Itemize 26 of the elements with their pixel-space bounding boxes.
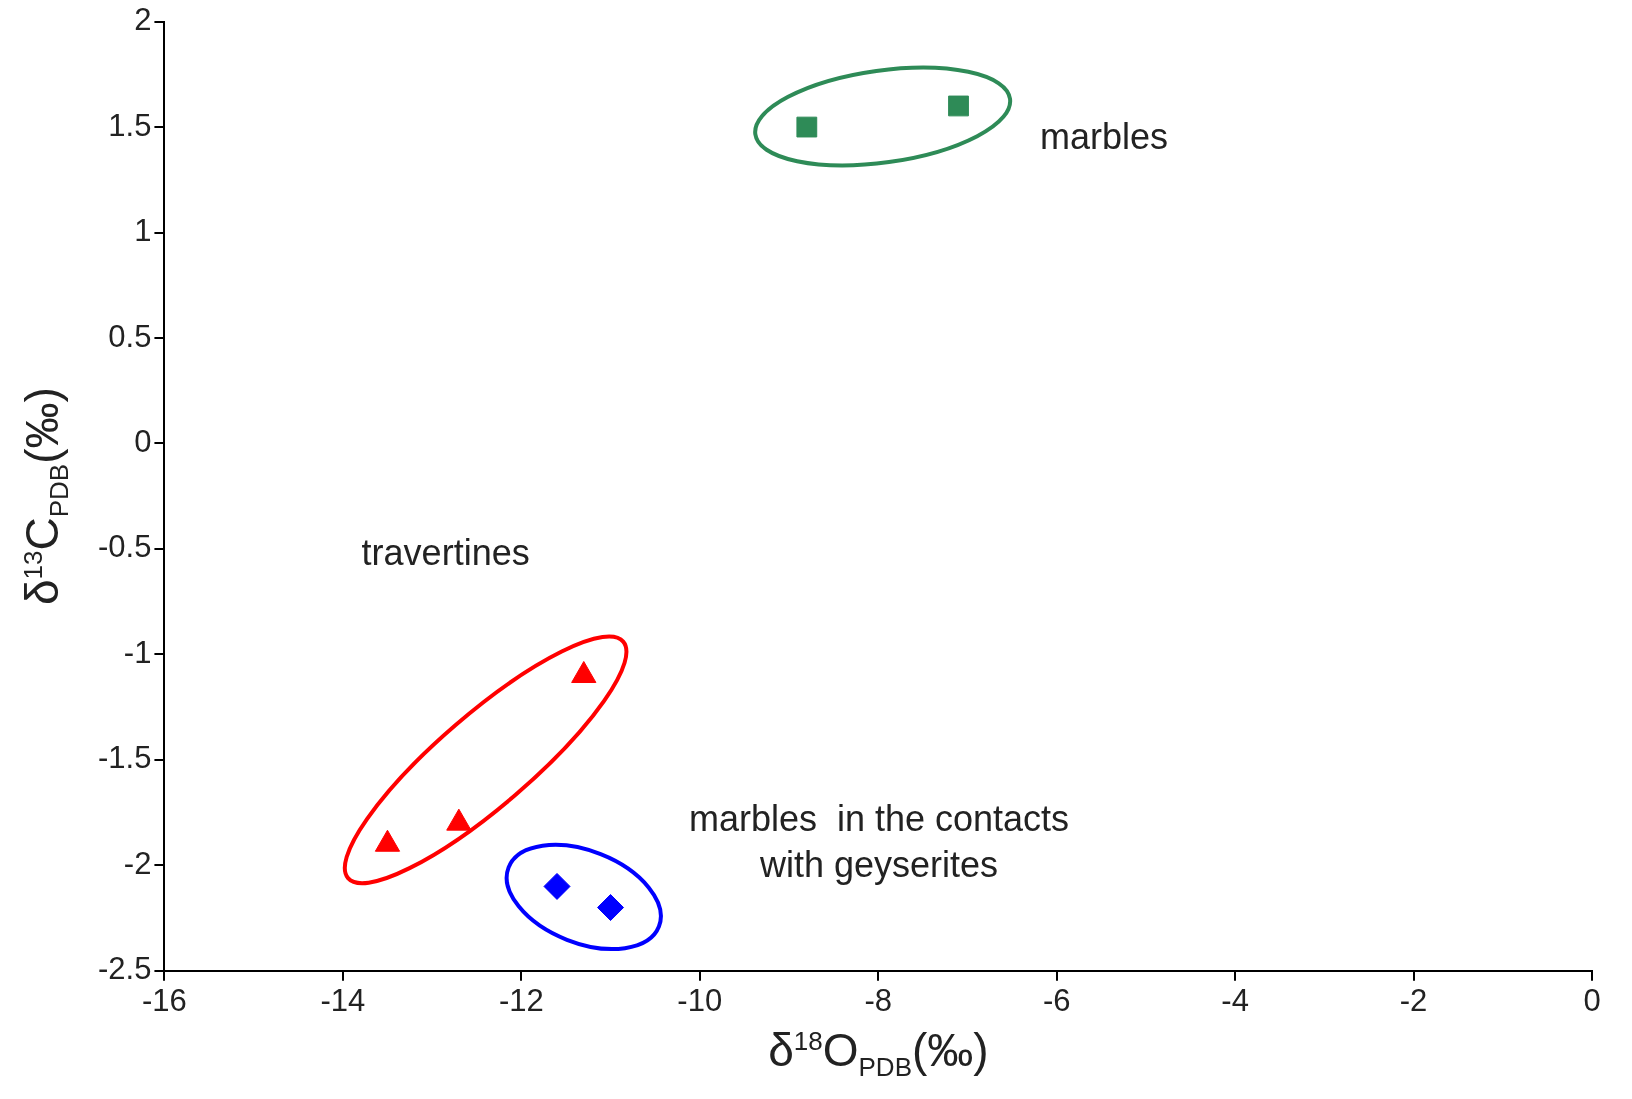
y-tick-label: -1.5	[98, 740, 152, 776]
series-label: marbles in the contacts with geyserites	[688, 796, 1070, 887]
x-axis-title: δ$^{18}$O$_{PDB}$(‰)	[768, 1022, 989, 1083]
y-tick-label: -2	[123, 845, 152, 881]
x-tick-label: -4	[1221, 982, 1249, 1018]
point	[948, 95, 969, 117]
series-label: marbles	[1040, 114, 1169, 159]
x-tick-label: 0	[1583, 982, 1601, 1018]
x-tick-label: -2	[1399, 982, 1428, 1018]
text: travertines	[361, 530, 530, 575]
y-tick-label: 0	[134, 424, 152, 460]
y-tick-label: 1.5	[108, 107, 152, 143]
y-tick-label: 2	[134, 2, 152, 38]
x-tick-label: -8	[864, 982, 892, 1018]
point	[446, 808, 472, 831]
x-tick-label: -12	[498, 982, 544, 1018]
y-tick-label: 0.5	[108, 318, 152, 354]
y-tick-label: 1	[134, 213, 152, 249]
point	[796, 116, 818, 138]
y-tick-label: -1	[123, 634, 152, 670]
point	[571, 660, 597, 683]
x-tick-label: -14	[320, 982, 366, 1018]
y-tick-label: -0.5	[98, 529, 152, 565]
point	[374, 829, 401, 852]
x-tick-label: -10	[677, 982, 723, 1018]
x-tick-label: -6	[1042, 982, 1071, 1018]
